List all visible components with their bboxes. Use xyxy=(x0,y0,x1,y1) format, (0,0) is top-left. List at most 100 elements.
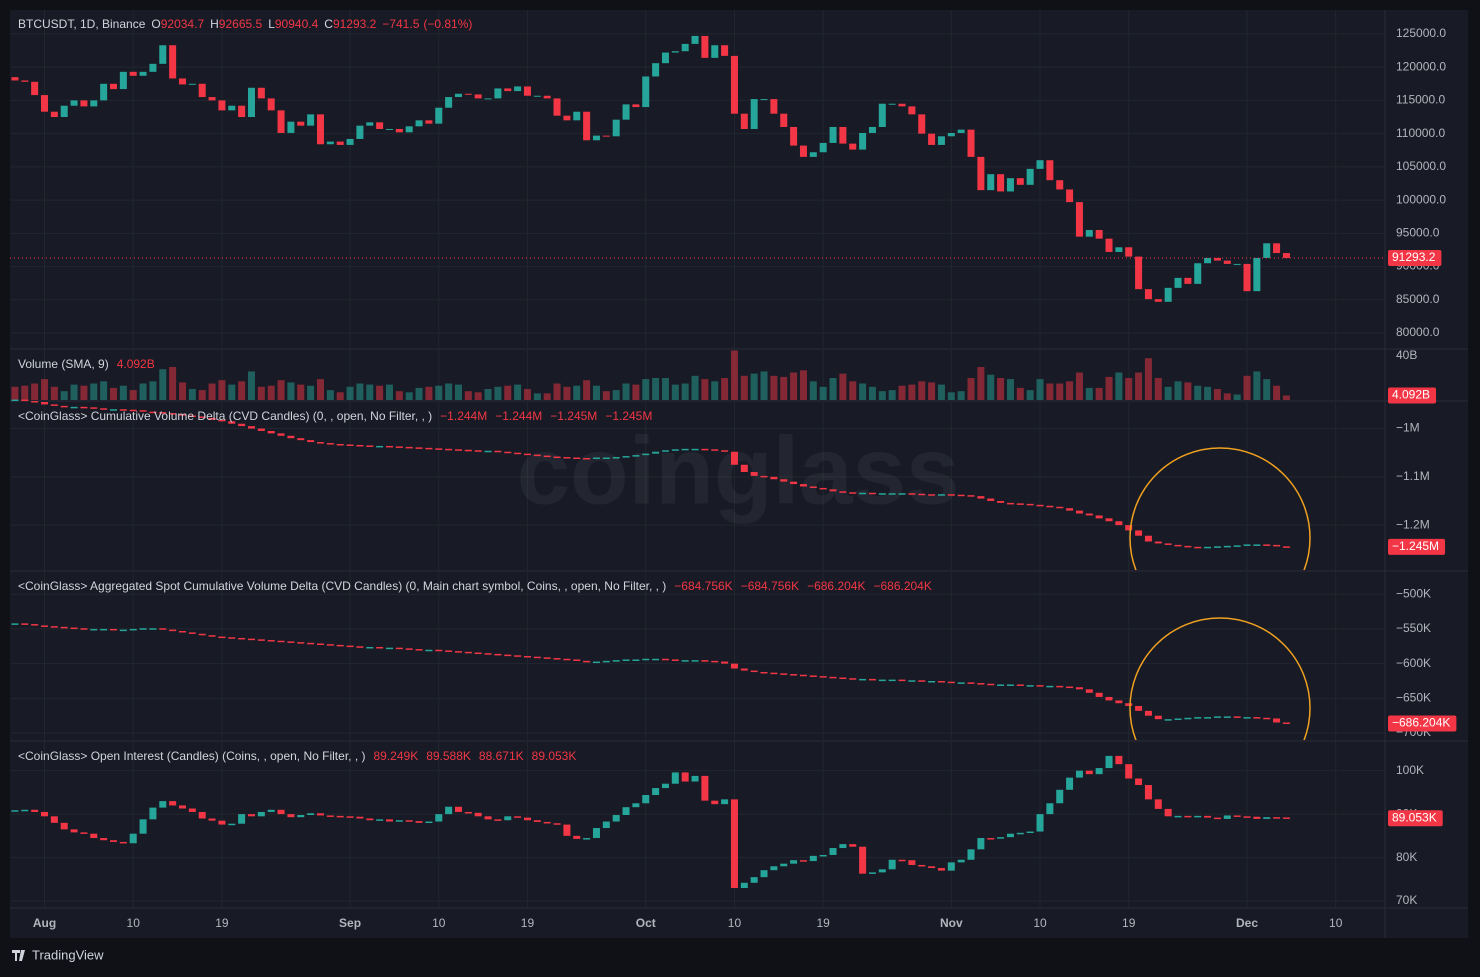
delta-candle xyxy=(573,835,581,839)
delta-candle xyxy=(1036,814,1044,832)
volume-bar xyxy=(1006,379,1014,400)
delta-candle xyxy=(671,659,679,661)
last-value-box xyxy=(1388,249,1442,266)
delta-candle xyxy=(464,449,472,452)
volume-bar xyxy=(70,384,78,400)
y-tick-label: 100K xyxy=(1396,763,1424,777)
delta-candle xyxy=(1046,803,1054,815)
volume-bar xyxy=(1095,387,1103,400)
delta-candle xyxy=(119,841,127,844)
ohlc-label: L xyxy=(268,17,275,31)
volume-bar xyxy=(928,382,936,400)
delta-candle xyxy=(612,660,620,662)
delta-candle xyxy=(543,821,551,824)
delta-candle xyxy=(287,814,295,818)
delta-candle xyxy=(100,838,108,841)
volume-bar xyxy=(937,384,945,400)
delta-candle xyxy=(1026,831,1034,834)
candle xyxy=(504,88,512,92)
delta-candle xyxy=(169,413,177,415)
delta-candle xyxy=(878,493,886,495)
last-value-box xyxy=(1388,538,1446,555)
candle xyxy=(957,129,965,133)
pane-header: <CoinGlass> Cumulative Volume Delta (CVD… xyxy=(18,409,652,423)
header-value: −1.244M xyxy=(440,409,487,423)
volume-bar xyxy=(671,384,679,400)
delta-candle xyxy=(947,862,955,871)
volume-bar xyxy=(1075,372,1083,400)
header-value: −684.756K xyxy=(674,579,732,593)
volume-bar xyxy=(711,381,719,400)
candle xyxy=(1184,277,1192,284)
x-tick-label: Oct xyxy=(636,916,656,930)
x-tick-label: Aug xyxy=(33,916,56,930)
delta-candle xyxy=(1125,703,1133,706)
delta-candle xyxy=(1075,510,1083,514)
delta-candle xyxy=(859,492,867,495)
delta-candle xyxy=(642,658,650,661)
delta-candle xyxy=(267,430,275,434)
candle xyxy=(908,106,916,115)
candle xyxy=(1273,243,1281,254)
delta-candle xyxy=(1115,700,1123,704)
volume-bar xyxy=(169,367,177,400)
delta-candle xyxy=(592,457,600,460)
delta-candle xyxy=(730,451,738,465)
ohlc-value: 92665.5 xyxy=(219,17,263,31)
delta-candle xyxy=(336,644,344,647)
delta-candle xyxy=(139,819,147,834)
candle xyxy=(770,99,778,114)
candle xyxy=(1075,202,1083,237)
x-tick-label: 10 xyxy=(432,916,446,930)
delta-candle xyxy=(1135,778,1143,786)
delta-candle xyxy=(1056,789,1064,804)
candle xyxy=(1174,277,1182,288)
volume-bar xyxy=(1184,382,1192,400)
candle xyxy=(1115,247,1123,252)
y-tick-label: 110000.0 xyxy=(1396,126,1445,140)
candle xyxy=(1164,287,1172,302)
delta-candle xyxy=(346,645,354,648)
delta-candle xyxy=(740,668,748,671)
header-value: −1.245M xyxy=(550,409,597,423)
delta-candle xyxy=(583,458,591,460)
candle xyxy=(208,97,216,101)
y-tick-label: −650K xyxy=(1396,691,1431,705)
volume-bar xyxy=(1144,358,1152,400)
candle xyxy=(898,103,906,107)
delta-candle xyxy=(947,681,955,684)
delta-candle xyxy=(247,638,255,641)
branding-text: TradingView xyxy=(32,947,104,962)
delta-candle xyxy=(119,409,127,411)
volume-bar xyxy=(1233,394,1241,400)
delta-candle xyxy=(937,868,945,871)
delta-candle xyxy=(1204,717,1212,719)
x-tick-label: 19 xyxy=(521,916,535,930)
candle xyxy=(336,141,344,145)
delta-candle xyxy=(129,628,137,631)
volume-bar xyxy=(1282,395,1290,400)
delta-candle xyxy=(977,496,985,499)
delta-candle xyxy=(474,812,482,817)
delta-candle xyxy=(809,486,817,488)
candle xyxy=(257,87,265,99)
delta-candle xyxy=(1115,755,1123,765)
y-tick-label: −600K xyxy=(1396,656,1431,670)
candle xyxy=(1105,238,1113,252)
delta-candle xyxy=(385,819,393,822)
delta-candle xyxy=(247,426,255,429)
delta-candle xyxy=(632,803,640,808)
candle xyxy=(1263,243,1271,258)
volume-bar xyxy=(790,372,798,400)
candle xyxy=(169,45,177,79)
delta-candle xyxy=(287,641,295,643)
candle xyxy=(80,100,88,107)
delta-candle xyxy=(277,433,285,436)
delta-candle xyxy=(760,475,768,478)
candle xyxy=(1135,256,1143,290)
volume-bar xyxy=(553,383,561,400)
delta-candle xyxy=(819,854,827,857)
delta-candle xyxy=(494,653,502,656)
candle xyxy=(60,105,68,118)
delta-candle xyxy=(208,818,216,821)
